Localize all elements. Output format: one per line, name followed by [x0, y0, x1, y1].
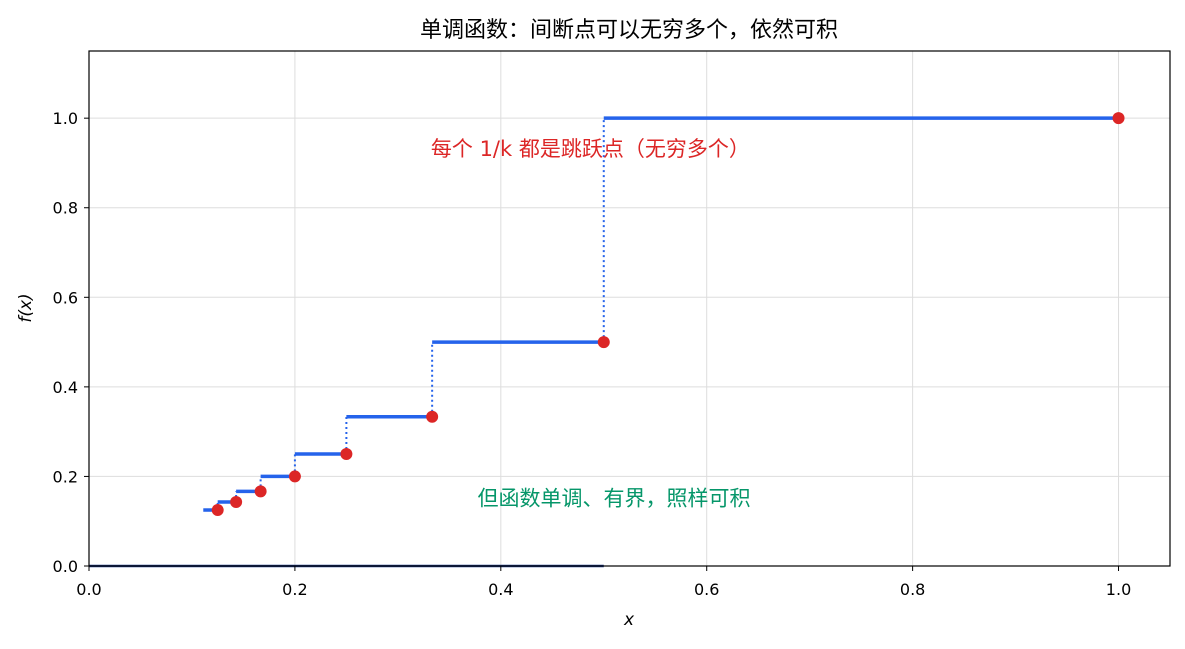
chart-title: 单调函数：间断点可以无穷多个，依然可积 — [420, 18, 838, 43]
x-tick-label: 0.2 — [282, 580, 307, 599]
y-tick-label: 0.8 — [53, 199, 78, 218]
jump-point — [340, 448, 353, 461]
plot-frame — [88, 50, 1171, 567]
x-tick-label: 0.8 — [900, 580, 925, 599]
y-tick-label: 0.6 — [53, 288, 78, 307]
y-tick-label: 0.2 — [53, 467, 78, 486]
y-tick-label: 1.0 — [53, 109, 78, 128]
y-tick-label: 0.4 — [53, 378, 78, 397]
jump-point — [230, 496, 243, 509]
jump-point — [254, 485, 267, 498]
jump-point — [1112, 112, 1125, 125]
x-tick-label: 0.4 — [488, 580, 513, 599]
axis-ticks: 0.0 0.2 0.4 0.6 0.8 1.0 0.0 0.2 0.4 0.6 0.8 1.0 — [53, 109, 1132, 599]
x-tick-label: 1.0 — [1106, 580, 1131, 599]
jump-point — [288, 470, 301, 483]
y-tick-label: 0.0 — [53, 557, 78, 576]
x-axis-label: x — [623, 610, 635, 630]
jump-point — [597, 336, 610, 349]
jump-point — [211, 504, 224, 517]
annotation-text: 但函数单调、有界，照样可积 — [478, 487, 751, 511]
annotation-text: 每个 1/k 都是跳跃点（无穷多个） — [431, 137, 750, 161]
jump-point — [426, 410, 439, 423]
x-tick-label: 0.6 — [694, 580, 719, 599]
annotations: 每个 1/k 都是跳跃点（无穷多个） 但函数单调、有界，照样可积 — [431, 137, 751, 510]
x-tick-label: 0.0 — [76, 580, 101, 599]
y-axis-label: f(x) — [16, 293, 36, 322]
